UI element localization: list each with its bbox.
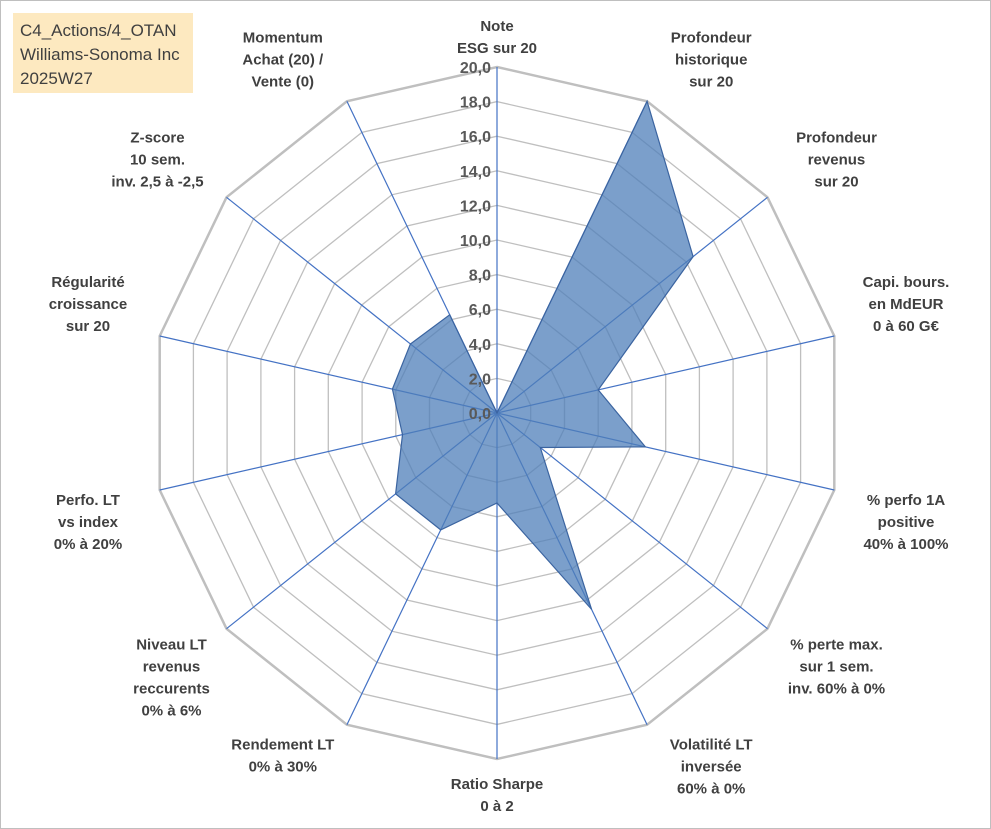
tick-label-4: 8,0 bbox=[469, 268, 491, 285]
axis-label-5: % perte max. sur 1 sem. inv. 60% à 0% bbox=[788, 637, 885, 698]
axis-label-8: Rendement LT 0% à 30% bbox=[231, 736, 334, 775]
axis-label-6-line-1: inversée bbox=[681, 758, 742, 775]
axis-label-6: Volatilité LT inversée 60% à 0% bbox=[670, 736, 753, 797]
axis-label-1-line-0: Profondeur bbox=[671, 30, 752, 47]
tick-label-2: 4,0 bbox=[469, 337, 491, 354]
axis-label-0-line-1: ESG sur 20 bbox=[457, 40, 537, 57]
axis-label-0-line-0: Note bbox=[480, 18, 513, 35]
axis-label-4: % perfo 1A positive 40% à 100% bbox=[863, 492, 948, 553]
tick-label-1: 2,0 bbox=[469, 371, 491, 388]
axis-label-2-line-1: revenus bbox=[808, 152, 866, 169]
axis-label-3-line-2: 0 à 60 G€ bbox=[873, 318, 940, 335]
axis-label-1: Profondeur historique sur 20 bbox=[671, 30, 752, 91]
axis-label-11: Régularité croissance sur 20 bbox=[49, 274, 127, 335]
axis-label-9-line-0: Niveau LT bbox=[136, 637, 207, 654]
axis-label-11-line-2: sur 20 bbox=[66, 318, 110, 335]
axis-label-5-line-1: sur 1 sem. bbox=[799, 659, 873, 676]
axis-label-2-line-0: Profondeur bbox=[796, 130, 877, 147]
tick-label-0: 0,0 bbox=[469, 406, 491, 423]
tick-label-9: 18,0 bbox=[460, 95, 491, 112]
axis-label-9: Niveau LT revenus reccurents 0% à 6% bbox=[133, 637, 210, 720]
axis-label-7-line-1: 0 à 2 bbox=[480, 798, 513, 815]
axis-label-10-line-1: vs index bbox=[58, 514, 119, 531]
axis-label-4-line-2: 40% à 100% bbox=[863, 536, 948, 553]
axis-label-5-line-2: inv. 60% à 0% bbox=[788, 681, 885, 698]
axis-label-12-line-2: inv. 2,5 à -2,5 bbox=[111, 174, 203, 191]
axis-label-13-line-0: Momentum bbox=[243, 30, 323, 47]
axis-label-6-line-0: Volatilité LT bbox=[670, 736, 753, 753]
axis-label-2-line-2: sur 20 bbox=[814, 174, 858, 191]
axis-label-9-line-3: 0% à 6% bbox=[141, 703, 201, 720]
axis-label-13: Momentum Achat (20) / Vente (0) bbox=[242, 30, 324, 91]
axis-label-11-line-1: croissance bbox=[49, 296, 127, 313]
axis-label-7-line-0: Ratio Sharpe bbox=[451, 776, 544, 793]
spoke-5 bbox=[496, 412, 768, 630]
axis-label-10-line-2: 0% à 20% bbox=[54, 536, 122, 553]
axis-label-4-line-0: % perfo 1A bbox=[867, 492, 946, 509]
tick-label-8: 16,0 bbox=[460, 129, 491, 146]
axis-label-0: Note ESG sur 20 bbox=[457, 18, 537, 57]
axis-label-6-line-2: 60% à 0% bbox=[677, 780, 745, 797]
axis-label-3-line-0: Capi. bours. bbox=[863, 274, 950, 291]
axis-label-13-line-1: Achat (20) / bbox=[242, 52, 324, 69]
axis-label-8-line-0: Rendement LT bbox=[231, 736, 334, 753]
axis-label-12-line-1: 10 sem. bbox=[130, 152, 185, 169]
axis-label-3-line-1: en MdEUR bbox=[869, 296, 944, 313]
axis-label-4-line-1: positive bbox=[878, 514, 935, 531]
axis-label-1-line-2: sur 20 bbox=[689, 74, 733, 91]
axis-label-9-line-2: reccurents bbox=[133, 681, 210, 698]
tick-label-7: 14,0 bbox=[460, 164, 491, 181]
series-area bbox=[391, 99, 694, 610]
axis-label-3: Capi. bours. en MdEUR 0 à 60 G€ bbox=[863, 274, 950, 335]
axis-label-11-line-0: Régularité bbox=[51, 274, 124, 291]
tick-label-6: 12,0 bbox=[460, 198, 491, 215]
axis-label-5-line-0: % perte max. bbox=[790, 637, 883, 654]
axis-label-10-line-0: Perfo. LT bbox=[56, 492, 120, 509]
axis-label-13-line-2: Vente (0) bbox=[252, 74, 315, 91]
header-line-company: Williams-Sonoma Inc bbox=[20, 45, 180, 64]
axis-label-9-line-1: revenus bbox=[143, 659, 201, 676]
axis-label-1-line-1: historique bbox=[675, 52, 748, 69]
radar-axis-labels: Note ESG sur 20 Profondeur historique sur 20… bbox=[49, 18, 950, 815]
header-line-workbook: C4_Actions/4_OTAN bbox=[20, 21, 177, 40]
axis-label-2: Profondeur revenus sur 20 bbox=[796, 130, 877, 191]
tick-label-3: 6,0 bbox=[469, 302, 491, 319]
chart-header-box: C4_Actions/4_OTAN Williams-Sonoma Inc 20… bbox=[13, 13, 193, 93]
radar-tick-labels: 0,0 2,0 4,0 6,0 8,0 10,0 12,0 14,0 16,0 18,0 20,0 bbox=[460, 60, 491, 423]
axis-label-8-line-1: 0% à 30% bbox=[249, 758, 317, 775]
axis-label-12-line-0: Z-score bbox=[130, 130, 184, 147]
axis-label-12: Z-score 10 sem. inv. 2,5 à -2,5 bbox=[111, 130, 203, 191]
axis-label-10: Perfo. LT vs index 0% à 20% bbox=[54, 492, 122, 553]
tick-label-10: 20,0 bbox=[460, 60, 491, 77]
header-line-week: 2025W27 bbox=[20, 69, 93, 88]
axis-label-7: Ratio Sharpe 0 à 2 bbox=[451, 776, 544, 815]
radar-series bbox=[391, 99, 694, 610]
tick-label-5: 10,0 bbox=[460, 233, 491, 250]
